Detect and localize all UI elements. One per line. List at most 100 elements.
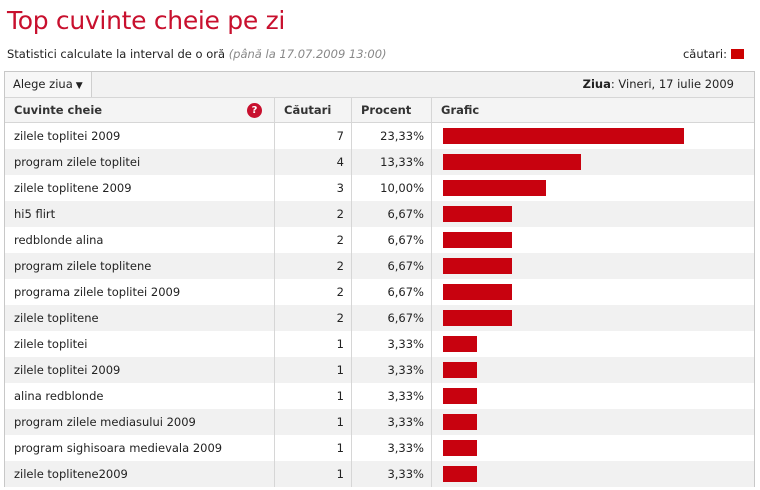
searches-cell: 1 <box>274 383 352 409</box>
bar-mark <box>443 336 477 352</box>
chevron-down-icon: ▼ <box>75 81 83 91</box>
column-header-graph: Grafic <box>431 98 754 123</box>
column-header-searches: Căutari <box>274 98 352 123</box>
page-title: Top cuvinte cheie pe zi <box>7 6 286 35</box>
keyword-cell: hi5 flirt <box>5 201 275 227</box>
subtitle-note: (până la 17.07.2009 13:00) <box>228 47 387 61</box>
graph-cell <box>432 123 755 150</box>
percent-cell: 13,33% <box>351 149 432 175</box>
table-row: redblonde alina 2 6,67% <box>5 227 754 253</box>
keyword-cell: zilele toplitei 2009 <box>5 357 275 383</box>
table-row: program zilele toplitei 4 13,33% <box>5 149 754 175</box>
graph-cell <box>432 331 755 357</box>
percent-cell: 6,67% <box>351 305 432 331</box>
day-label: Ziua <box>582 77 611 91</box>
graph-cell <box>431 201 754 227</box>
percent-cell: 6,67% <box>351 201 432 227</box>
day-select-dropdown[interactable]: Alege ziua ▼ <box>5 72 92 97</box>
graph-cell <box>432 435 755 461</box>
searches-cell: 3 <box>274 175 352 201</box>
keyword-cell: zilele toplitene2009 <box>5 461 275 487</box>
column-header-percent: Procent <box>351 98 432 123</box>
bar-mark <box>443 128 684 144</box>
searches-cell: 2 <box>274 253 352 279</box>
percent-cell: 6,67% <box>351 227 432 253</box>
bar-mark <box>443 362 477 378</box>
help-icon[interactable]: ? <box>247 103 262 118</box>
bar-mark <box>443 180 546 196</box>
bar-mark <box>443 310 512 326</box>
graph-cell <box>431 357 754 383</box>
graph-cell <box>432 279 755 305</box>
bar-mark <box>443 154 581 170</box>
graph-cell <box>432 383 755 409</box>
bar-mark <box>443 232 512 248</box>
keyword-cell: program sighisoara medievala 2009 <box>5 435 275 461</box>
column-header-keywords: Cuvinte cheie ? <box>5 98 275 123</box>
table-row: zilele toplitene2009 1 3,33% <box>5 461 754 487</box>
table-row: program sighisoara medievala 2009 1 3,33% <box>5 435 754 461</box>
percent-cell: 23,33% <box>351 122 432 149</box>
bar-mark <box>443 258 512 274</box>
table-row: zilele toplitei 1 3,33% <box>5 331 754 357</box>
keyword-cell: redblonde alina <box>5 227 275 253</box>
percent-cell: 10,00% <box>351 175 432 201</box>
table-row: programa zilele toplitei 2009 2 6,67% <box>5 279 754 305</box>
percent-cell: 3,33% <box>351 357 432 383</box>
stats-subtitle: Statistici calculate la interval de o or… <box>7 47 387 61</box>
searches-cell: 1 <box>274 331 352 357</box>
graph-cell <box>431 149 754 175</box>
day-value: : Vineri, 17 iulie 2009 <box>610 77 734 91</box>
column-header-keywords-label: Cuvinte cheie <box>14 103 103 117</box>
bar-mark <box>443 414 477 430</box>
graph-cell <box>431 305 754 331</box>
keywords-table: Cuvinte cheie ? Căutari Procent Grafic z… <box>5 98 754 487</box>
day-select-label: Alege ziua <box>13 77 73 91</box>
searches-cell: 1 <box>274 357 352 383</box>
bar-mark <box>443 388 477 404</box>
graph-cell <box>431 409 754 435</box>
keyword-cell: zilele toplitei 2009 <box>5 122 275 149</box>
chart-legend: căutari: <box>683 47 744 61</box>
bar-mark <box>443 440 477 456</box>
table-row: zilele toplitei 2009 1 3,33% <box>5 357 754 383</box>
table-row: zilele toplitene 2 6,67% <box>5 305 754 331</box>
legend-swatch <box>731 49 744 59</box>
graph-cell <box>431 461 754 487</box>
keyword-cell: alina redblonde <box>5 383 275 409</box>
table-row: alina redblonde 1 3,33% <box>5 383 754 409</box>
percent-cell: 3,33% <box>351 409 432 435</box>
searches-cell: 1 <box>274 409 352 435</box>
selected-day: Ziua: Vineri, 17 iulie 2009 <box>583 72 734 97</box>
table-row: program zilele mediasului 2009 1 3,33% <box>5 409 754 435</box>
searches-cell: 7 <box>274 122 352 149</box>
searches-cell: 4 <box>274 149 352 175</box>
bar-mark <box>443 466 477 482</box>
table-row: zilele toplitene 2009 3 10,00% <box>5 175 754 201</box>
searches-cell: 1 <box>274 461 352 487</box>
searches-cell: 2 <box>274 305 352 331</box>
bar-mark <box>443 284 512 300</box>
percent-cell: 3,33% <box>351 461 432 487</box>
searches-cell: 2 <box>274 227 352 253</box>
keywords-panel: Alege ziua ▼ Ziua: Vineri, 17 iulie 2009 … <box>4 71 755 487</box>
graph-cell <box>431 253 754 279</box>
keyword-cell: zilele toplitene <box>5 305 275 331</box>
keyword-cell: program zilele toplitei <box>5 149 275 175</box>
table-row: program zilele toplitene 2 6,67% <box>5 253 754 279</box>
keyword-cell: programa zilele toplitei 2009 <box>5 279 275 305</box>
table-row: zilele toplitei 2009 7 23,33% <box>5 122 755 150</box>
percent-cell: 3,33% <box>351 331 432 357</box>
keyword-cell: program zilele toplitene <box>5 253 275 279</box>
keyword-cell: program zilele mediasului 2009 <box>5 409 275 435</box>
searches-cell: 2 <box>274 279 352 305</box>
toolbar: Alege ziua ▼ Ziua: Vineri, 17 iulie 2009 <box>5 72 754 98</box>
keyword-cell: zilele toplitene 2009 <box>5 175 275 201</box>
percent-cell: 6,67% <box>351 253 432 279</box>
legend-label: căutari: <box>682 47 727 61</box>
percent-cell: 6,67% <box>351 279 432 305</box>
keyword-cell: zilele toplitei <box>5 331 275 357</box>
percent-cell: 3,33% <box>351 383 432 409</box>
table-header-row: Cuvinte cheie ? Căutari Procent Grafic <box>5 98 754 123</box>
table-row: hi5 flirt 2 6,67% <box>5 201 754 227</box>
